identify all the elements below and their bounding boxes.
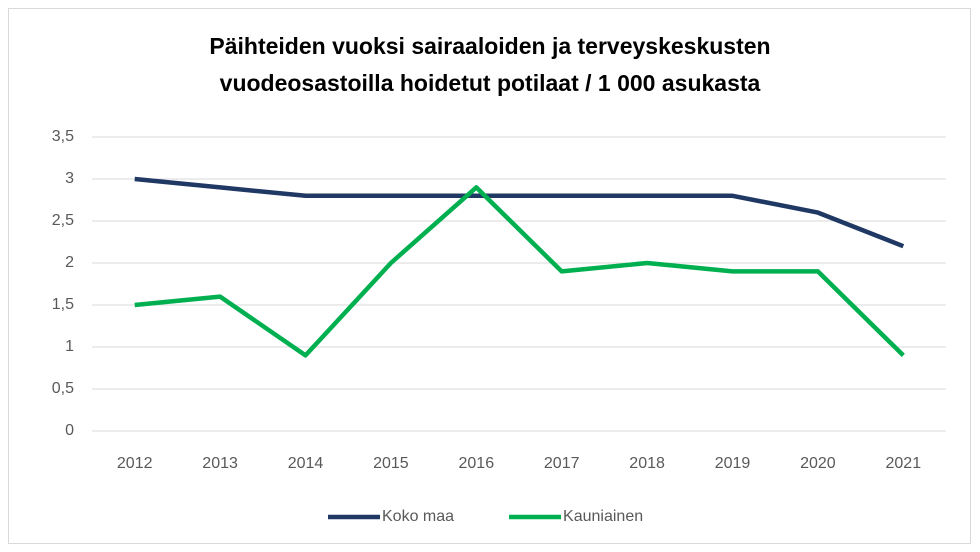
x-tick-label: 2013: [202, 455, 238, 472]
legend-label: Koko maa: [382, 508, 454, 525]
y-tick-label: 3,5: [52, 128, 74, 145]
x-tick-label: 2016: [459, 455, 495, 472]
y-tick-label: 1: [65, 338, 74, 355]
y-tick-label: 1,5: [52, 296, 74, 313]
y-tick-label: 2: [65, 254, 74, 271]
series-line: [134, 176, 905, 249]
y-tick-label: 0: [65, 422, 74, 439]
x-tick-label: 2012: [117, 455, 153, 472]
y-tick-label: 0,5: [52, 380, 74, 397]
series-line: [134, 185, 905, 358]
x-tick-label: 2020: [800, 455, 836, 472]
x-tick-label: 2018: [629, 455, 665, 472]
chart-border: [8, 8, 971, 544]
x-tick-label: 2014: [288, 455, 324, 472]
y-tick-label: 3: [65, 170, 74, 187]
x-tick-label: 2017: [544, 455, 580, 472]
y-tick-label: 2,5: [52, 212, 74, 229]
chart-title: Päihteiden vuoksi sairaaloiden ja tervey…: [209, 33, 771, 96]
legend-label: Kauniainen: [563, 508, 643, 525]
x-tick-label: 2021: [886, 455, 922, 472]
x-tick-label: 2019: [715, 455, 751, 472]
x-tick-label: 2015: [373, 455, 409, 472]
